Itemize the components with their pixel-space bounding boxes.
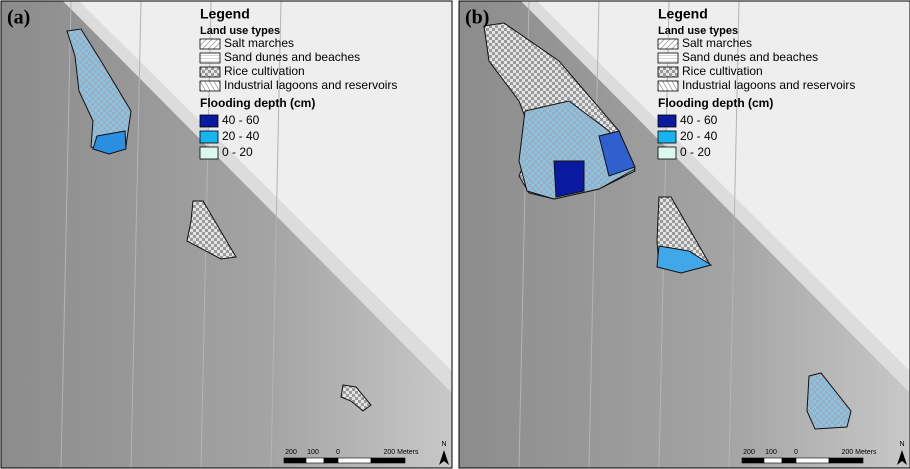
legend-label: 0 - 20 bbox=[680, 145, 711, 159]
legend-label: 20 - 40 bbox=[680, 129, 718, 143]
legend-swatch bbox=[658, 131, 676, 143]
legend-label: 0 - 20 bbox=[222, 145, 253, 159]
scale-bar bbox=[742, 458, 764, 463]
scale-label: 0 bbox=[336, 449, 340, 456]
legend-label: Industrial lagoons and reservoirs bbox=[682, 78, 855, 92]
scale-label: 200 Meters bbox=[841, 449, 877, 456]
legend-swatch bbox=[200, 39, 220, 49]
scale-bar bbox=[782, 458, 796, 463]
legend-swatch bbox=[658, 115, 676, 127]
legend-swatch bbox=[658, 53, 678, 63]
legend-swatch bbox=[200, 53, 220, 63]
legend-label: Salt marches bbox=[224, 36, 294, 50]
scale-bar bbox=[324, 458, 338, 463]
legend-swatch bbox=[200, 115, 218, 127]
north-label: N bbox=[899, 441, 904, 448]
scale-label: 200 Meters bbox=[383, 449, 419, 456]
panel-label: (b) bbox=[465, 7, 489, 29]
scale-label: 100 bbox=[307, 449, 319, 456]
flood-region bbox=[554, 161, 584, 197]
legend-label: Rice cultivation bbox=[224, 64, 305, 78]
figure: (a)LegendLand use typesSalt marchesSand … bbox=[0, 0, 910, 469]
legend-subtitle: Flooding depth (cm) bbox=[658, 96, 773, 110]
scale-bar bbox=[338, 458, 371, 463]
legend-label: Sand dunes and beaches bbox=[682, 50, 818, 64]
legend-label: Industrial lagoons and reservoirs bbox=[224, 78, 397, 92]
legend-swatch bbox=[658, 39, 678, 49]
scale-label: 100 bbox=[765, 449, 777, 456]
legend-label: Salt marches bbox=[682, 36, 752, 50]
legend-swatch bbox=[658, 67, 678, 77]
legend-subtitle: Land use types bbox=[200, 25, 280, 37]
scale-label: 200 bbox=[285, 449, 297, 456]
north-label: N bbox=[441, 441, 446, 448]
scale-label: 200 bbox=[743, 449, 755, 456]
legend-swatch bbox=[200, 81, 220, 91]
scale-bar bbox=[796, 458, 829, 463]
scale-bar bbox=[371, 458, 405, 463]
panel-label: (a) bbox=[7, 7, 30, 29]
legend-subtitle: Flooding depth (cm) bbox=[200, 96, 315, 110]
legend-swatch bbox=[200, 131, 218, 143]
legend-swatch bbox=[200, 67, 220, 77]
legend-subtitle: Land use types bbox=[658, 25, 738, 37]
scale-bar bbox=[829, 458, 863, 463]
legend-label: Sand dunes and beaches bbox=[224, 50, 360, 64]
scale-bar bbox=[306, 458, 324, 463]
scale-bar bbox=[764, 458, 782, 463]
legend-swatch bbox=[658, 147, 676, 159]
scale-bar bbox=[284, 458, 306, 463]
legend-title: Legend bbox=[658, 6, 708, 22]
legend-label: Rice cultivation bbox=[682, 64, 763, 78]
legend-swatch bbox=[658, 81, 678, 91]
legend-label: 40 - 60 bbox=[680, 113, 718, 127]
scale-label: 0 bbox=[794, 449, 798, 456]
legend-label: 40 - 60 bbox=[222, 113, 260, 127]
legend-title: Legend bbox=[200, 6, 250, 22]
legend-label: 20 - 40 bbox=[222, 129, 260, 143]
legend-swatch bbox=[200, 147, 218, 159]
